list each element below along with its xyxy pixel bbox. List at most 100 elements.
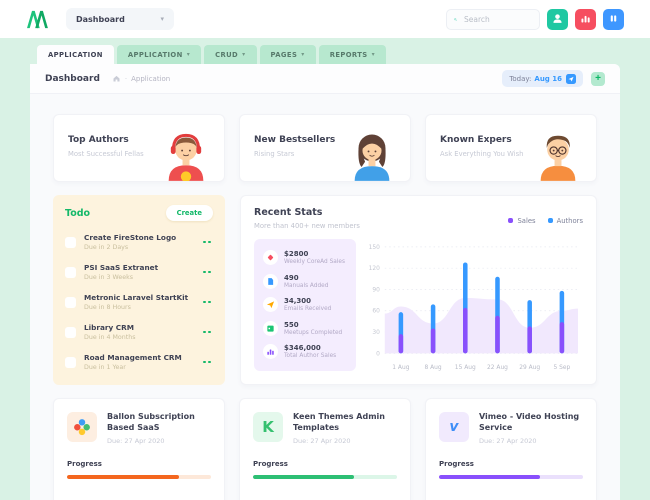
tab-reports-menu[interactable]: REPORTS ▾: [318, 45, 387, 64]
chevron-down-icon: ▾: [160, 15, 164, 23]
metric-row: $346,000 Total Author Sales: [263, 340, 347, 364]
recent-stats-card: Recent Stats More than 400+ new members …: [240, 195, 597, 385]
item-menu-dots[interactable]: [201, 359, 213, 366]
known-expers-card[interactable]: Known Expers Ask Everything You Wish: [425, 114, 597, 182]
breadcrumb-separator: ·: [124, 74, 128, 83]
metric-value: $346,000: [284, 344, 321, 353]
todo-item-title: PSI SaaS Extranet: [84, 263, 159, 272]
todo-item-due: Due in 4 Months: [84, 334, 136, 341]
todo-checkbox[interactable]: [65, 326, 76, 338]
tab-crud-menu[interactable]: CRUD ▾: [204, 45, 257, 64]
stats-header: Recent Stats More than 400+ new members …: [254, 207, 583, 230]
metric-value: $2800: [284, 250, 309, 259]
keen-logo-icon: K: [262, 418, 274, 436]
today-label: Today:: [509, 74, 532, 83]
project-card-header: v Vimeo - Video Hosting Service Due: 27 Ap…: [439, 412, 583, 445]
progress-bar: [439, 474, 583, 479]
project-texts: Vimeo - Video Hosting Service Due: 27 Apr…: [479, 412, 583, 445]
page-background: APPLICATION APPLICATION ▾ CRUD ▾ PAGES ▾ REPORT…: [0, 38, 650, 500]
metric-row: $2800 Weekly CoreAd Sales: [263, 246, 347, 270]
svg-text:29 Aug: 29 Aug: [519, 365, 540, 371]
todo-item-texts: Library CRM Due in 4 Months: [84, 323, 201, 341]
metric-texts: 550 Meetups Completed: [284, 321, 342, 336]
content-area: Top Authors Most Successful Fellas New Bes…: [30, 94, 620, 500]
metric-value: 34,300: [284, 297, 312, 306]
date-picker-button[interactable]: Today: Aug 16: [502, 70, 583, 87]
new-bestsellers-card[interactable]: New Bestsellers Rising Stars: [239, 114, 411, 182]
todo-header: Todo Create: [65, 205, 213, 221]
tab-label: CRUD: [215, 50, 239, 59]
feature-card-title: New Bestsellers: [254, 135, 336, 145]
todo-checkbox[interactable]: [65, 236, 76, 248]
metric-value: 490: [284, 273, 299, 282]
svg-text:0: 0: [376, 351, 380, 357]
project-card[interactable]: Ballon Subscription Based SaaS Due: 27 Ap…: [53, 398, 225, 500]
tab-pages-menu[interactable]: PAGES ▾: [259, 45, 316, 64]
svg-text:90: 90: [372, 287, 380, 293]
tab-label: REPORTS: [329, 50, 368, 59]
todo-item-title: Metronic Laravel StartKit: [84, 293, 189, 302]
search-field[interactable]: [462, 13, 532, 25]
tab-label: APPLICATION: [48, 50, 103, 59]
todo-checkbox[interactable]: [65, 266, 76, 278]
todo-item-texts: PSI SaaS Extranet Due in 3 Weeks: [84, 263, 201, 281]
project-card-header: Ballon Subscription Based SaaS Due: 27 Ap…: [67, 412, 211, 445]
flower-icon-tile: [67, 412, 97, 442]
project-due: Due: 27 Apr 2020: [293, 436, 351, 445]
todo-item-title: Road Management CRM: [84, 353, 182, 362]
chart-icon: [263, 344, 278, 360]
create-button[interactable]: Create: [165, 205, 213, 221]
chart-legend: Sales Authors: [508, 211, 583, 230]
chevron-down-icon: ▾: [371, 51, 376, 58]
dashboard-dropdown-label: Dashboard: [76, 14, 125, 24]
progress-bar: [253, 474, 397, 479]
metric-label: Emails Received: [284, 306, 332, 313]
todo-checkbox[interactable]: [65, 296, 76, 308]
stats-button[interactable]: [575, 8, 596, 30]
legend-label: Authors: [556, 216, 583, 225]
vimeo-logo-icon: v: [449, 419, 459, 435]
todo-item: Metronic Laravel StartKit Due in 8 Hours: [65, 293, 213, 311]
tabs-bar: APPLICATION APPLICATION ▾ CRUD ▾ PAGES ▾ REPORT…: [37, 45, 650, 64]
todo-checkbox[interactable]: [65, 356, 76, 368]
dashboard-dropdown[interactable]: Dashboard ▾: [66, 8, 174, 30]
item-menu-dots[interactable]: [201, 269, 213, 276]
app-logo: [26, 9, 48, 29]
tab-label: APPLICATION: [127, 50, 183, 59]
progress-label: Progress: [439, 459, 474, 468]
search-input[interactable]: [446, 8, 540, 30]
svg-text:22 Aug: 22 Aug: [487, 365, 508, 371]
svg-text:150: 150: [369, 245, 381, 251]
todo-item-title: Create FireStone Logo: [84, 233, 177, 242]
todo-item-texts: Metronic Laravel StartKit Due in 8 Hours: [84, 293, 201, 311]
item-menu-dots[interactable]: [201, 299, 213, 306]
tab-application[interactable]: APPLICATION: [37, 45, 114, 64]
project-card[interactable]: K Keen Themes Admin Templates Due: 27 Apr …: [239, 398, 411, 500]
add-button[interactable]: +: [591, 71, 605, 86]
calendar-icon: [263, 320, 278, 336]
item-menu-dots[interactable]: [201, 239, 213, 246]
file-icon: [263, 273, 278, 289]
progress-label: Progress: [67, 459, 102, 468]
panels-button[interactable]: [603, 8, 624, 30]
metric-texts: 34,300 Emails Received: [284, 297, 331, 312]
metric-value: 550: [284, 320, 299, 329]
legend-item-sales: Sales: [508, 211, 536, 230]
metric-label: Total Author Sales: [284, 353, 337, 360]
breadcrumb[interactable]: Application: [131, 74, 171, 83]
feature-cards-row: Top Authors Most Successful Fellas New Bes…: [53, 114, 597, 182]
project-card[interactable]: v Vimeo - Video Hosting Service Due: 27 Ap…: [425, 398, 597, 500]
toolbar: Dashboard · Application Today: Aug 16 +: [30, 64, 620, 94]
item-menu-dots[interactable]: [201, 329, 213, 336]
svg-text:60: 60: [372, 309, 380, 315]
project-due: Due: 27 Apr 2020: [479, 436, 537, 445]
user-button[interactable]: [547, 8, 568, 30]
recent-stats-chart: 0 30 60 90 120 150 1 Aug 8 Aug 15 Aug 22 Aug 29 Au…: [369, 245, 578, 371]
todo-card: Todo Create Create FireStone Logo Due in …: [53, 195, 225, 385]
metric-label: Manuals Added: [284, 282, 329, 289]
top-authors-card[interactable]: Top Authors Most Successful Fellas: [53, 114, 225, 182]
tab-application-menu[interactable]: APPLICATION ▾: [116, 45, 202, 64]
metric-row: 34,300 Emails Received: [263, 293, 347, 317]
home-icon[interactable]: [112, 74, 121, 83]
legend-dot: [508, 218, 514, 223]
